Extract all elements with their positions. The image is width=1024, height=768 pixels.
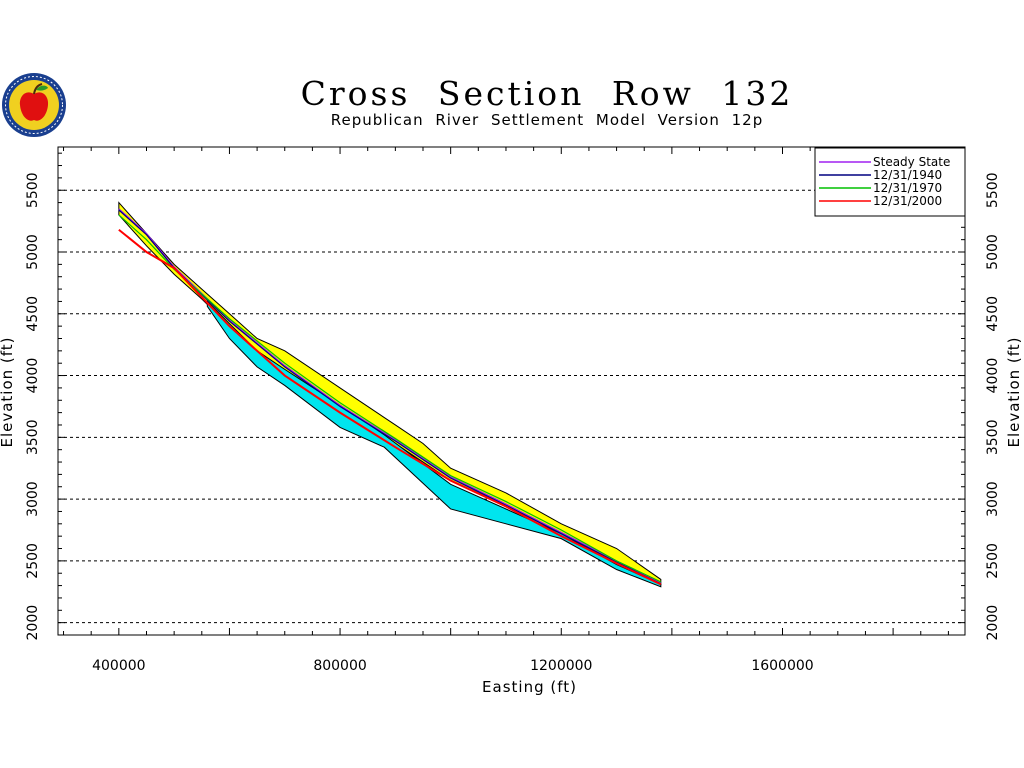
- y-tick-label-right: 3500: [985, 420, 1001, 456]
- series-line-12-31-1940: [118, 209, 662, 585]
- series-lines: [118, 208, 662, 586]
- area-layers: [118, 201, 662, 588]
- legend: Steady State12/31/194012/31/197012/31/20…: [814, 147, 966, 217]
- series-line-steady-state: [118, 208, 662, 584]
- y-tick-label-right: 4000: [985, 358, 1001, 394]
- legend-entry: 12/31/1970: [873, 181, 942, 195]
- y-tick-label-left: 4000: [25, 358, 41, 394]
- plot-frame: [57, 146, 966, 636]
- y-tick-label-left: 2000: [25, 605, 41, 641]
- apple-seal-logo-icon: [2, 73, 66, 137]
- chart-title: Cross Section Row 132: [300, 74, 794, 113]
- y-tick-label-right: 2500: [985, 543, 1001, 579]
- legend-entry: 12/31/1940: [873, 168, 942, 182]
- legend-entry: Steady State: [873, 155, 950, 169]
- y-tick-label-left: 3000: [25, 481, 41, 517]
- y-axis-label-right: Elevation (ft): [1005, 336, 1023, 447]
- x-axis-label: Easting (ft): [482, 678, 577, 696]
- y-axis-label-left: Elevation (ft): [0, 336, 16, 447]
- y-tick-label-left: 5500: [25, 172, 41, 208]
- axes: 2000 2000 2500 2500 3000 3000 3500 3500 4000 4000…: [25, 147, 1001, 674]
- y-tick-label-right: 3000: [985, 481, 1001, 517]
- legend-box: [814, 147, 966, 217]
- chart-subtitle: Republican River Settlement Model Versio…: [330, 111, 764, 129]
- series-line-12-31-2000: [118, 228, 662, 586]
- x-tick-label: 1200000: [530, 658, 592, 674]
- y-tick-label-right: 5000: [985, 234, 1001, 270]
- x-tick-label: 400000: [92, 658, 145, 674]
- series-line-12-31-1970: [118, 214, 662, 583]
- x-tick-label: 800000: [313, 658, 366, 674]
- area-land-surface: [118, 201, 662, 586]
- y-tick-label-left: 3500: [25, 420, 41, 456]
- y-tick-label-left: 5000: [25, 234, 41, 270]
- y-tick-label-right: 5500: [985, 172, 1001, 208]
- logo: [0, 72, 70, 146]
- y-tick-label-right: 4500: [985, 296, 1001, 332]
- y-tick-label-right: 2000: [985, 605, 1001, 641]
- x-tick-label: 1600000: [751, 658, 813, 674]
- legend-entry: 12/31/2000: [873, 194, 942, 208]
- grid-lines: [58, 189, 965, 624]
- y-tick-label-left: 4500: [25, 296, 41, 332]
- y-tick-label-left: 2500: [25, 543, 41, 579]
